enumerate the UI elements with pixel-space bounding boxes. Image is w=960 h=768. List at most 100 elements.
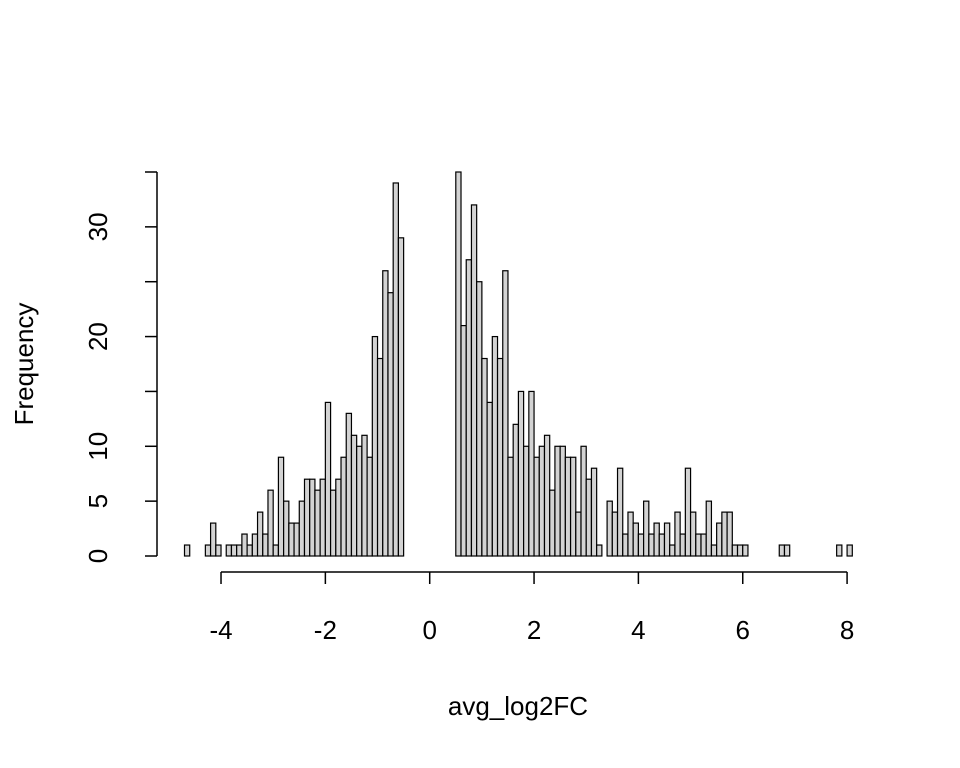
bar [846, 544, 853, 557]
bar [361, 434, 368, 557]
bar [476, 281, 483, 557]
bar [465, 259, 473, 557]
bar [397, 237, 405, 557]
x-axis-title: avg_log2FC [448, 691, 588, 721]
bar [596, 544, 603, 557]
bar [611, 511, 619, 557]
bar [695, 533, 702, 557]
bar [564, 456, 572, 557]
bar [392, 182, 400, 557]
bar [643, 500, 650, 557]
bar [293, 522, 300, 557]
x-tick-label: 2 [527, 615, 541, 645]
bar [632, 522, 639, 557]
bar [366, 456, 373, 557]
bar [622, 533, 629, 557]
y-tick-label: 5 [83, 494, 113, 508]
bar [684, 467, 692, 557]
bar [616, 467, 624, 557]
bar [256, 511, 264, 557]
bar [382, 270, 389, 557]
x-tick-label: 6 [736, 615, 750, 645]
bar [674, 511, 681, 557]
bar [486, 401, 493, 557]
bar [356, 445, 363, 557]
bar [288, 522, 295, 557]
bar [183, 544, 191, 557]
bar [455, 171, 462, 557]
bar [637, 533, 645, 557]
bar [569, 456, 577, 557]
bar [502, 270, 509, 557]
bar [627, 511, 634, 557]
bar [481, 357, 488, 557]
bar [648, 533, 655, 557]
bar [669, 544, 676, 557]
bar [575, 511, 582, 557]
bar [778, 544, 786, 557]
bar [543, 434, 551, 557]
bar [559, 445, 566, 557]
bar [335, 478, 342, 557]
bar [653, 522, 660, 557]
bar [705, 500, 713, 557]
bar [225, 544, 233, 557]
bar [523, 445, 530, 557]
bar [241, 533, 248, 557]
bar [387, 292, 394, 557]
bar [663, 522, 671, 557]
bar [204, 544, 212, 557]
x-tick-label: 0 [422, 615, 436, 645]
bar [329, 489, 337, 557]
bar [324, 401, 332, 557]
bar [215, 544, 222, 557]
x-tick-label: -2 [314, 615, 337, 645]
bar [721, 511, 728, 557]
bar [528, 390, 535, 557]
x-tick-label: 4 [631, 615, 645, 645]
y-tick-label: 10 [83, 432, 113, 461]
bar [836, 544, 843, 557]
y-tick-label: 30 [83, 212, 113, 241]
bar [742, 544, 749, 557]
bar [538, 445, 546, 557]
bar [319, 478, 326, 557]
bar [736, 544, 744, 557]
bar [267, 489, 274, 557]
bar [679, 533, 686, 557]
bar [783, 544, 791, 557]
x-tick-label: 8 [840, 615, 854, 645]
bar [283, 500, 290, 557]
y-tick-label: 0 [83, 549, 113, 563]
bar [512, 423, 519, 557]
bar [209, 522, 217, 557]
bar [533, 456, 540, 557]
y-axis-title: Frequency [9, 303, 39, 426]
bar [277, 456, 285, 557]
bar [230, 544, 238, 557]
bar [517, 390, 525, 557]
bar [340, 456, 347, 557]
bar [726, 511, 733, 557]
bar [606, 500, 613, 557]
bar [507, 456, 514, 557]
bar [710, 544, 718, 557]
bar [376, 357, 384, 557]
bar [236, 544, 243, 557]
bar [314, 489, 321, 557]
bar [262, 533, 269, 557]
bar [345, 412, 353, 557]
bar [350, 434, 358, 557]
bar [371, 335, 379, 557]
bar [496, 357, 504, 557]
bar [554, 445, 561, 557]
bar [590, 467, 598, 557]
bar [460, 325, 467, 557]
bar [580, 445, 587, 557]
bar [491, 335, 499, 557]
bar [700, 533, 707, 557]
bar [246, 544, 253, 557]
x-tick-label: -4 [209, 615, 232, 645]
bar [716, 522, 723, 557]
